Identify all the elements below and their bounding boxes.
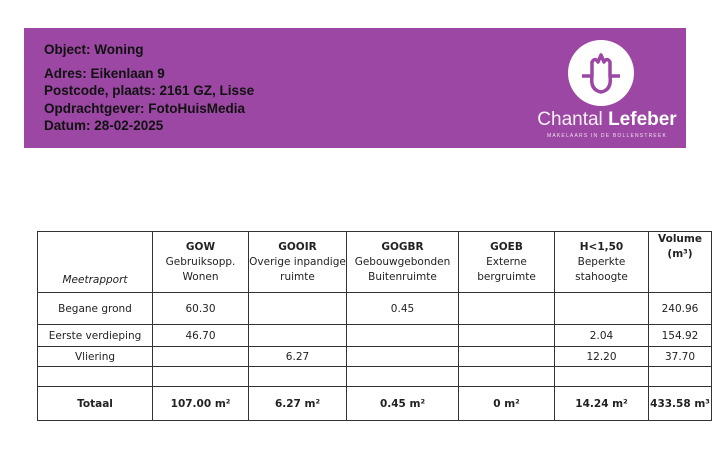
table-row: [37, 366, 712, 387]
table-label: Meetrapport: [37, 231, 153, 293]
total-cell: 6.27 m²: [248, 386, 347, 421]
company-logo: Chantal Lefeber MAKELAARS IN DE BOLLENST…: [532, 36, 682, 144]
total-cell: 0 m²: [458, 386, 555, 421]
client-line: Opdrachtgever: FotoHuisMedia: [44, 100, 246, 116]
table-cell: 6.27: [248, 346, 347, 367]
table-cell: [458, 346, 555, 367]
brand-tagline: MAKELAARS IN DE BOLLENSTREEK: [546, 133, 668, 139]
table-cell: [152, 346, 249, 367]
date-line: Datum: 28-02-2025: [44, 118, 164, 133]
brand-name: Chantal Lefeber: [532, 109, 682, 131]
table-cell: [458, 366, 555, 387]
row-label: Begane grond: [37, 292, 153, 325]
column-header: GOGBR Gebouwgebonden Buitenruimte: [346, 231, 459, 293]
brand-last: Lefeber: [608, 109, 677, 130]
address-line: Adres: Eikenlaan 9: [44, 65, 165, 81]
column-header: Volume (m³): [648, 231, 712, 293]
table-row: Begane grond 60.30 0.45 240.96: [37, 292, 712, 325]
table-cell: [648, 366, 712, 387]
table-cell: 60.30: [152, 292, 249, 325]
table-cell: [458, 324, 555, 347]
table-cell: 2.04: [554, 324, 649, 347]
table-cell: [248, 366, 347, 387]
table-cell: 154.92: [648, 324, 712, 347]
column-header: GOEB Externe bergruimte: [458, 231, 555, 293]
column-header: GOOIR Overige inpandige ruimte: [248, 231, 347, 293]
tulip-logo-icon: [568, 40, 634, 106]
table-cell: [554, 292, 649, 325]
header-banner: Object: Woning Adres: Eikenlaan 9 Postco…: [24, 28, 686, 148]
table-row: Eerste verdieping 46.70 2.04 154.92: [37, 324, 712, 347]
table-cell: 46.70: [152, 324, 249, 347]
header-row: Meetrapport GOW Gebruiksopp. Wonen GOOIR Ov…: [37, 231, 712, 293]
total-cell: 433.58 m³: [648, 386, 712, 421]
object-line: Object: Woning: [44, 42, 144, 57]
table-row: Vliering 6.27 12.20 37.70: [37, 346, 712, 367]
table-cell: [346, 324, 459, 347]
measurement-table: Meetrapport GOW Gebruiksopp. Wonen GOOIR Ov…: [37, 231, 712, 421]
table-cell: [152, 366, 249, 387]
postcode-line: Postcode, plaats: 2161 GZ, Lisse: [44, 83, 255, 98]
table-cell: [458, 292, 555, 325]
table-cell: [554, 366, 649, 387]
total-label: Totaal: [37, 386, 153, 421]
column-header: H<1,50 Beperkte stahoogte: [554, 231, 649, 293]
table-cell: [346, 346, 459, 367]
row-label: Vliering: [37, 346, 153, 367]
row-label: [37, 366, 153, 387]
total-cell: 0.45 m²: [346, 386, 459, 421]
table-cell: [248, 324, 347, 347]
total-row: Totaal 107.00 m² 6.27 m² 0.45 m² 0 m² 14.24 m…: [37, 386, 712, 421]
row-label: Eerste verdieping: [37, 324, 153, 347]
table-cell: [248, 292, 347, 325]
object-info: Object: Woning Adres: Eikenlaan 9 Postco…: [44, 41, 254, 135]
total-cell: 107.00 m²: [152, 386, 249, 421]
table-cell: 12.20: [554, 346, 649, 367]
table-cell: 0.45: [346, 292, 459, 325]
table-cell: 240.96: [648, 292, 712, 325]
column-header: GOW Gebruiksopp. Wonen: [152, 231, 249, 293]
table-cell: 37.70: [648, 346, 712, 367]
total-cell: 14.24 m²: [554, 386, 649, 421]
brand-first: Chantal: [537, 109, 603, 130]
table-cell: [346, 366, 459, 387]
